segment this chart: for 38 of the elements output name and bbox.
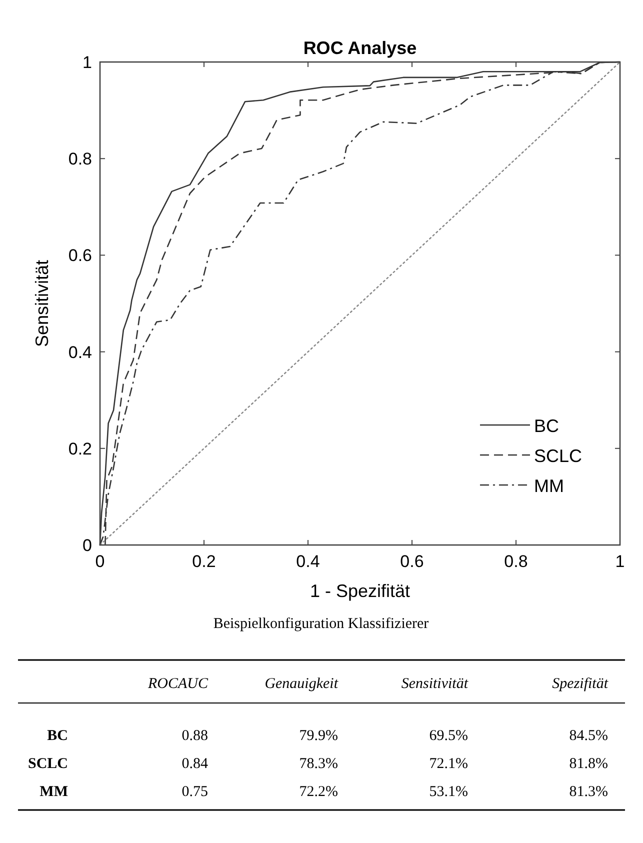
- text: 81.3%: [569, 784, 608, 800]
- text: 79.9%: [299, 728, 338, 744]
- text: 81.8%: [569, 756, 608, 772]
- category-label: MM: [40, 784, 68, 800]
- y-tick-label: 0.6: [68, 246, 92, 266]
- text: 0.75: [182, 784, 208, 800]
- x-tick-label: 0: [95, 552, 105, 571]
- category-label: BC: [47, 728, 68, 744]
- text: 0.84: [182, 756, 208, 772]
- x-tick-label: 0.8: [504, 552, 528, 571]
- text: 84.5%: [569, 728, 608, 744]
- x-tick-label: 0.4: [296, 552, 320, 571]
- y-tick-label: 0.4: [68, 342, 92, 362]
- category-label: ROCAUC: [147, 676, 209, 692]
- category-label: Genauigkeit: [264, 676, 339, 692]
- category-label: Spezifität: [552, 676, 609, 692]
- x-tick-label: 0.6: [400, 552, 424, 571]
- x-axis-title: 1 - Spezifität: [310, 581, 410, 601]
- legend-label: MM: [534, 476, 564, 496]
- legend-label: BC: [534, 416, 560, 436]
- category-label: Sensitivität: [401, 676, 469, 692]
- x-tick-label: 0.2: [192, 552, 216, 571]
- text: 78.3%: [299, 756, 338, 772]
- text: 72.2%: [299, 784, 338, 800]
- text: 72.1%: [429, 756, 468, 772]
- text: 0.88: [182, 728, 208, 744]
- y-axis-title: Sensitivität: [32, 260, 52, 348]
- text: 53.1%: [429, 784, 468, 800]
- category-label: SCLC: [28, 756, 68, 772]
- text: 69.5%: [429, 728, 468, 744]
- y-tick-label: 0: [82, 536, 92, 555]
- legend-label: SCLC: [534, 446, 582, 466]
- chart-title: ROC Analyse: [303, 38, 417, 58]
- y-tick-label: 0.2: [68, 439, 92, 458]
- x-tick-label: 1: [615, 552, 625, 571]
- y-tick-label: 0.8: [68, 150, 92, 169]
- y-tick-label: 1: [82, 53, 92, 72]
- text: Beispielkonfiguration Klassifizierer: [213, 616, 429, 632]
